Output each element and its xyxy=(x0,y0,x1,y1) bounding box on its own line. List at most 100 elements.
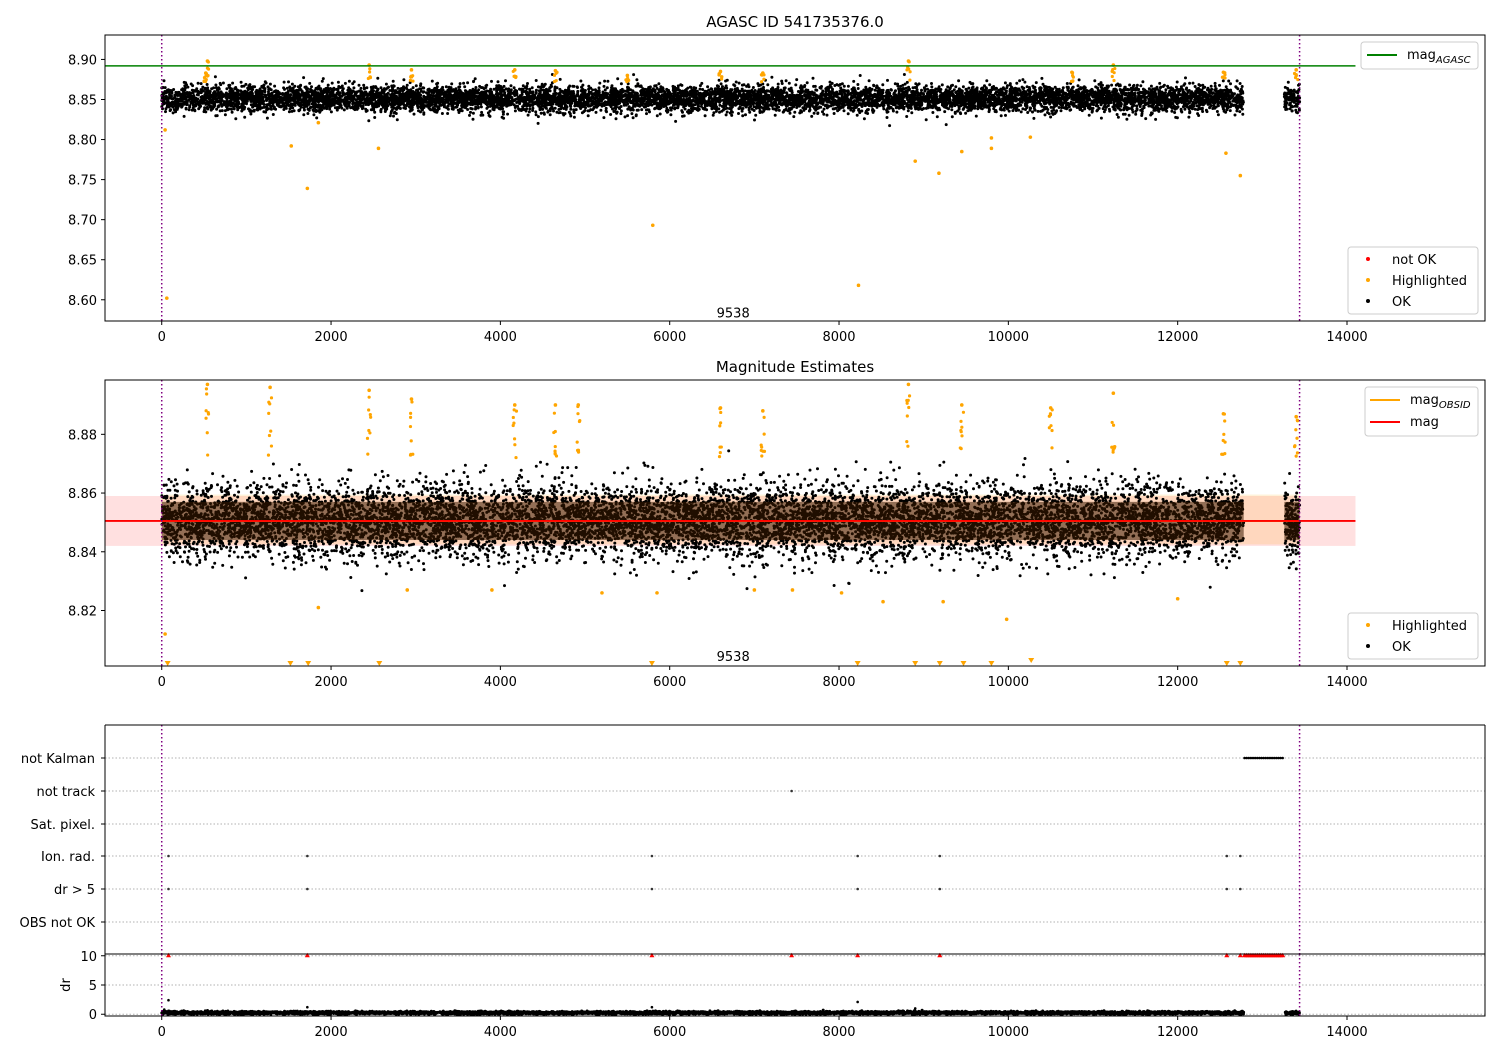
highlighted-point xyxy=(989,146,994,151)
x-tick-label: 6000 xyxy=(653,330,686,345)
highlighted-point xyxy=(204,409,208,413)
highlighted-point xyxy=(305,186,310,191)
highlighted-point xyxy=(1050,446,1054,450)
highlighted-point xyxy=(267,411,271,415)
x-tick-label: 10000 xyxy=(988,1025,1029,1040)
axes-frame xyxy=(104,34,1486,322)
highlighted-clipped-marker xyxy=(1237,660,1244,666)
magnitude-estimates-plot-area: 0 2000 4000 6000 8000 10000 12000 14000 8.82 8.84… xyxy=(68,379,1486,690)
highlighted-point xyxy=(655,591,659,595)
highlighted-point xyxy=(759,80,764,84)
dr-clipped-marker xyxy=(1224,952,1230,958)
x-tick-label: 10000 xyxy=(988,675,1029,690)
highlighted-point xyxy=(1110,420,1114,425)
y-tick-label: 8.75 xyxy=(68,174,97,189)
highlighted-point xyxy=(576,448,581,452)
legend-marker xyxy=(1366,299,1370,303)
flag-point xyxy=(1239,854,1242,858)
highlighted-point xyxy=(202,79,206,83)
legend-label: OK xyxy=(1392,640,1411,655)
highlighted-point xyxy=(376,146,381,151)
y-tick-label: 8.85 xyxy=(68,93,97,108)
highlighted-point xyxy=(1070,70,1074,75)
highlighted-point xyxy=(718,406,723,410)
dr-clipped-marker xyxy=(165,952,171,958)
highlighted-point xyxy=(269,429,273,433)
flag-label: not Kalman xyxy=(21,752,95,767)
highlighted-point xyxy=(205,59,210,63)
highlighted-point xyxy=(554,71,558,76)
flag-point xyxy=(167,854,170,858)
flag-point xyxy=(1251,756,1255,760)
highlighted-point xyxy=(269,396,274,400)
dr-point xyxy=(856,1000,859,1004)
highlighted-point xyxy=(1112,78,1116,83)
highlighted-point xyxy=(552,411,557,415)
x-tick-label: 12000 xyxy=(1157,330,1198,345)
flag-point xyxy=(1279,756,1282,760)
highlighted-point xyxy=(205,382,210,387)
panel-title: AGASC ID 541735376.0 xyxy=(706,13,884,31)
highlighted-clipped-marker xyxy=(164,660,171,666)
highlighted-point xyxy=(410,400,414,404)
highlighted-point xyxy=(205,392,209,396)
highlighted-point xyxy=(202,75,207,80)
highlighted-clipped-marker xyxy=(854,660,861,666)
highlighted-point xyxy=(490,588,494,592)
highlighted-point xyxy=(368,70,372,74)
highlighted-point xyxy=(512,421,516,425)
flag-point xyxy=(1266,756,1270,760)
dr-point xyxy=(650,1005,654,1009)
highlighted-point xyxy=(625,73,630,78)
flag-point xyxy=(1255,756,1259,760)
dr-point xyxy=(167,998,170,1002)
highlighted-point xyxy=(905,414,909,418)
flag-point xyxy=(1262,756,1265,760)
flag-point xyxy=(1264,756,1268,760)
highlighted-point xyxy=(906,382,911,387)
highlighted-point xyxy=(762,77,766,81)
flag-point xyxy=(1272,756,1276,760)
dr-clipped-marker xyxy=(855,952,861,958)
x-tick-label: 2000 xyxy=(315,675,348,690)
highlighted-point xyxy=(367,428,371,433)
flag-point xyxy=(1270,756,1274,760)
flag-point xyxy=(1275,756,1278,760)
y-tick-label: 8.86 xyxy=(68,487,97,502)
flag-point xyxy=(1245,756,1248,760)
y-tick-label: 8.80 xyxy=(68,134,97,149)
highlighted-point xyxy=(409,68,414,72)
legend-marker xyxy=(1366,644,1370,648)
highlighted-point xyxy=(165,296,169,300)
highlighted-point xyxy=(958,446,962,450)
highlighted-point xyxy=(408,78,413,82)
highlighted-point xyxy=(752,588,757,592)
highlighted-point xyxy=(553,452,557,456)
highlighted-point xyxy=(790,588,795,592)
highlighted-point xyxy=(1028,135,1033,139)
flag-point xyxy=(306,854,309,858)
y-tick-label: 10 xyxy=(80,950,97,965)
y-tick-label: 8.65 xyxy=(68,254,97,269)
legend-marker xyxy=(1366,257,1370,261)
highlighted-point xyxy=(1295,419,1300,423)
legend-label: Highlighted xyxy=(1392,619,1467,634)
highlighted-point xyxy=(267,433,272,438)
dr-clipped-marker xyxy=(1280,952,1286,958)
highlighted-point xyxy=(881,599,885,604)
y-tick-label: 8.82 xyxy=(68,605,97,620)
highlighted-point xyxy=(1221,70,1226,75)
highlighted-point xyxy=(575,440,579,444)
highlighted-clipped-marker xyxy=(936,660,943,666)
dr-plot-area: 0 2000 4000 6000 8000 10000 12000 14000 0 5 10 dr xyxy=(59,950,1486,1040)
highlighted-point xyxy=(1222,432,1226,436)
x-tick-label: 14000 xyxy=(1326,1025,1367,1040)
axes-frame xyxy=(104,379,1486,667)
legend-box xyxy=(1360,41,1479,70)
highlighted-point xyxy=(941,599,945,604)
highlighted-point xyxy=(205,74,209,78)
flag-point xyxy=(650,854,654,858)
highlighted-point xyxy=(905,401,909,405)
legend-marker xyxy=(1366,278,1370,282)
x-tick-label: 14000 xyxy=(1326,330,1367,345)
